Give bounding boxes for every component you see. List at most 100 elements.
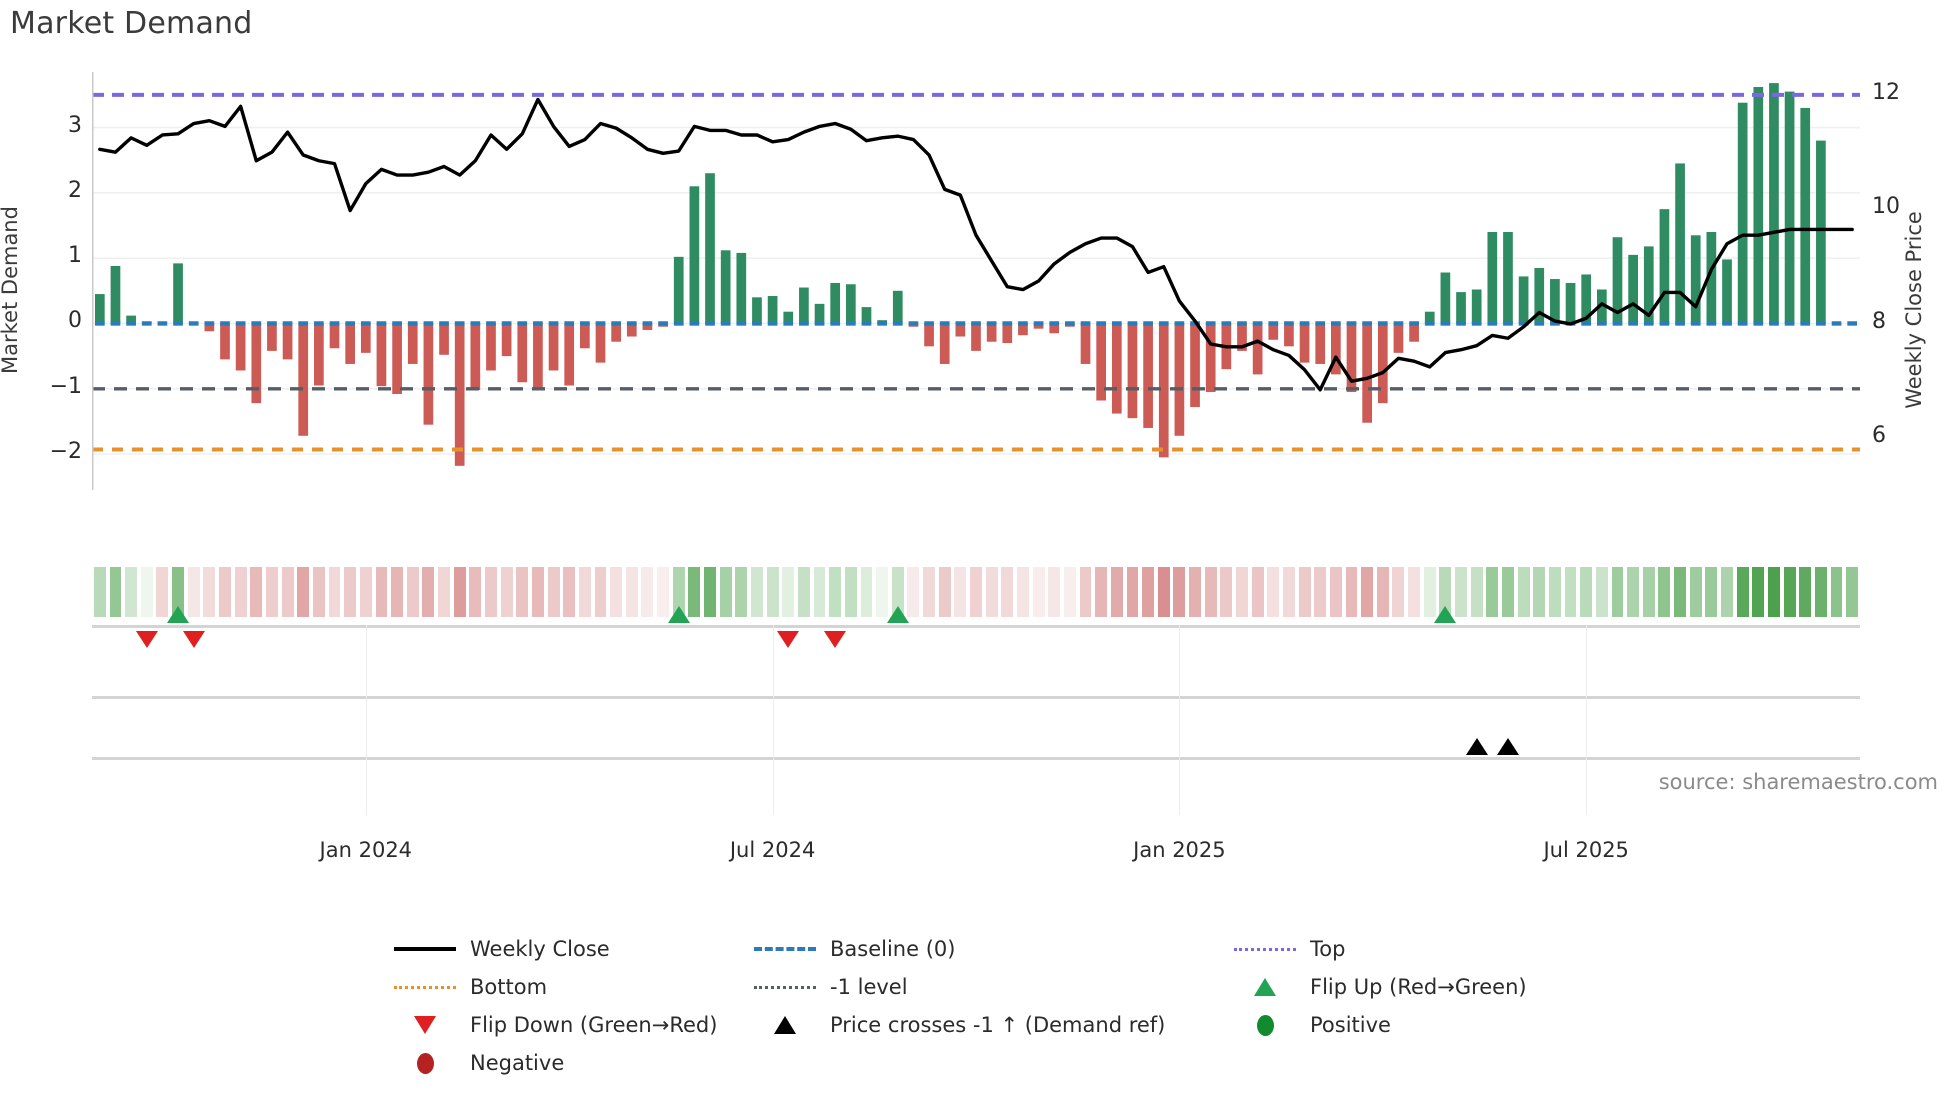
heat-cell — [1095, 567, 1108, 617]
legend-dotted-line-icon — [1232, 947, 1298, 951]
heat-cell — [1533, 567, 1546, 617]
heat-cell — [1689, 567, 1702, 617]
heat-cell — [829, 567, 842, 617]
legend-dashed-line-icon — [752, 947, 818, 951]
heat-cell — [359, 567, 372, 617]
heat-cell — [907, 567, 920, 617]
legend-dot-icon — [392, 1052, 458, 1074]
y-axis-left-title: Market Demand — [0, 206, 22, 374]
x-tick-0: Jan 2024 — [319, 838, 413, 862]
flip-up-marker — [1434, 606, 1457, 623]
demand-and-price-plot — [92, 72, 1860, 490]
legend-label: Price crosses -1 ↑ (Demand ref) — [830, 1013, 1166, 1037]
heat-cell — [438, 567, 450, 617]
heat-cell — [1236, 567, 1248, 617]
heat-cell — [109, 567, 122, 617]
heat-cell — [672, 567, 685, 617]
heat-cell — [1611, 567, 1624, 617]
heat-cell — [1502, 567, 1514, 617]
heat-cell — [1736, 567, 1749, 617]
legend-item-baseline[interactable]: Baseline (0) — [752, 937, 1232, 961]
legend-solid-line-icon — [392, 947, 458, 951]
price-cross-marker — [1465, 738, 1488, 755]
legend-label: Top — [1310, 937, 1346, 961]
y-tick-left-3: 0 — [68, 308, 82, 334]
heat-cell — [1408, 567, 1421, 617]
heat-cell — [1439, 567, 1452, 617]
marker-lanes — [92, 606, 1860, 815]
heat-cell — [1548, 567, 1561, 617]
heat-cell — [719, 567, 732, 617]
heat-cell — [187, 567, 200, 617]
heat-cell — [453, 567, 466, 617]
heat-cell — [876, 567, 889, 617]
heat-cell — [281, 567, 294, 617]
legend-label: Baseline (0) — [830, 937, 956, 961]
heat-cell — [531, 567, 544, 617]
source-note: source: sharemaestro.com — [1658, 770, 1938, 794]
heat-cell — [265, 567, 278, 617]
heat-cell — [1517, 567, 1530, 617]
legend-triangle-up-icon — [752, 1016, 818, 1034]
heat-cell — [328, 567, 341, 617]
x-tick-3: Jul 2025 — [1543, 838, 1629, 862]
heat-cell — [1157, 567, 1170, 617]
heat-cell — [923, 567, 935, 617]
heat-cell — [1173, 567, 1186, 617]
legend-dot-icon — [1232, 1014, 1298, 1036]
heat-cell — [547, 567, 560, 617]
heat-cell — [172, 567, 184, 617]
heat-cell — [641, 567, 654, 617]
legend-label: Flip Down (Green→Red) — [470, 1013, 718, 1037]
legend-item-flip-down[interactable]: Flip Down (Green→Red) — [392, 1013, 752, 1037]
page-title: Market Demand — [10, 6, 253, 41]
legend-item-flip-up[interactable]: Flip Up (Red→Green) — [1232, 975, 1652, 999]
marker-lane-line-2 — [92, 757, 1860, 760]
y-tick-right-1: 10 — [1872, 194, 1900, 220]
heat-cell — [1768, 567, 1780, 617]
heat-cell — [1314, 567, 1327, 617]
heat-cell — [610, 567, 623, 617]
legend-item-negative[interactable]: Negative — [392, 1051, 752, 1075]
heat-cell — [1142, 567, 1155, 617]
heat-cell — [1001, 567, 1014, 617]
legend-label: Flip Up (Red→Green) — [1310, 975, 1527, 999]
heat-cell — [485, 567, 497, 617]
heat-cell — [1752, 567, 1765, 617]
heat-cell — [1126, 567, 1139, 617]
heat-cell — [250, 567, 263, 617]
legend-item-positive[interactable]: Positive — [1232, 1013, 1652, 1037]
heat-cell — [1376, 567, 1389, 617]
heat-cell — [1470, 567, 1483, 617]
legend-item-bottom[interactable]: Bottom — [392, 975, 752, 999]
flip-up-marker — [167, 606, 190, 623]
legend-item-minus-1-level[interactable]: -1 level — [752, 975, 1232, 999]
heat-cell — [1486, 567, 1499, 617]
heat-cell — [985, 567, 998, 617]
heat-cell — [1079, 567, 1092, 617]
y-tick-right-2: 8 — [1872, 308, 1886, 334]
legend-item-top[interactable]: Top — [1232, 937, 1652, 961]
x-tick-2: Jan 2025 — [1133, 838, 1226, 862]
heat-cell — [970, 567, 982, 617]
legend-label: Positive — [1310, 1013, 1391, 1037]
heat-cell — [1830, 567, 1843, 617]
heat-cell — [1048, 567, 1061, 617]
heat-cell — [1267, 567, 1280, 617]
heat-cell — [594, 567, 607, 617]
flip-down-marker — [824, 631, 847, 648]
flip-down-marker — [777, 631, 800, 648]
heat-cell — [1016, 567, 1029, 617]
heat-cell — [1455, 567, 1467, 617]
legend-triangle-down-icon — [392, 1016, 458, 1034]
heat-cell — [1361, 567, 1374, 617]
heat-cell — [954, 567, 967, 617]
heat-cell — [1251, 567, 1264, 617]
legend-item-price-cross[interactable]: Price crosses -1 ↑ (Demand ref) — [752, 1013, 1232, 1037]
legend-item-weekly-close[interactable]: Weekly Close — [392, 937, 752, 961]
heat-cell — [516, 567, 529, 617]
heat-cell — [1595, 567, 1608, 617]
heat-cell — [1189, 567, 1201, 617]
heat-cell — [344, 567, 357, 617]
heat-cell — [1329, 567, 1342, 617]
